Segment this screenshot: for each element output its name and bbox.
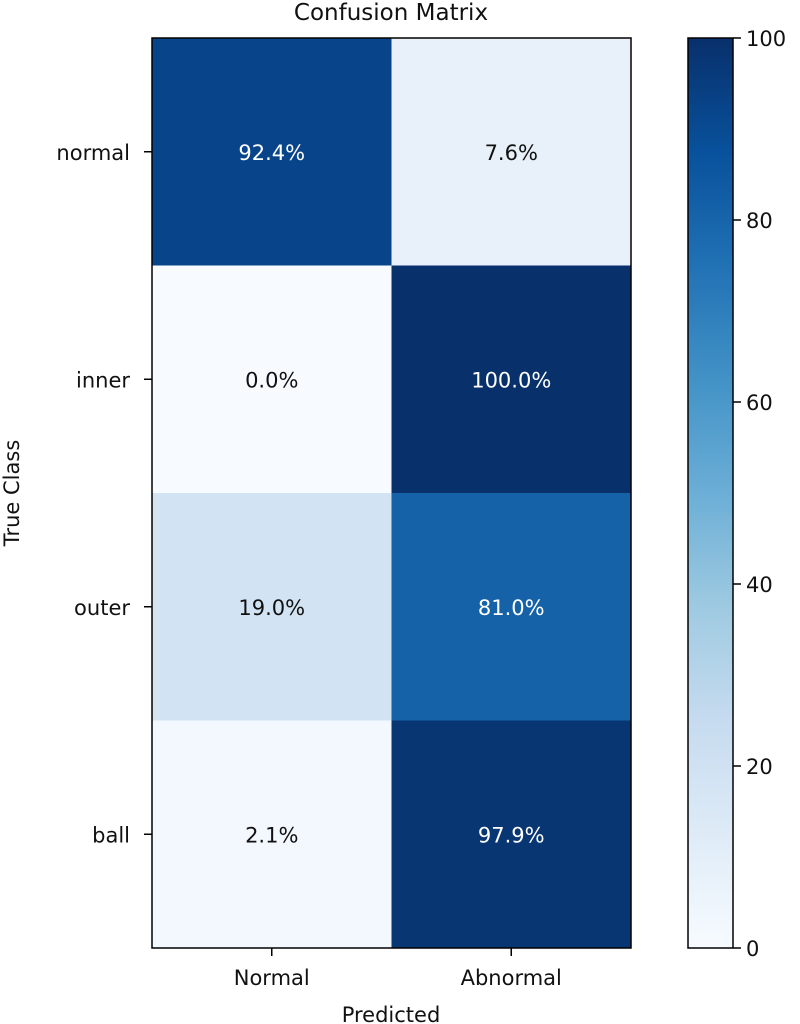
plot-frame — [151, 37, 632, 949]
heatmap-cell — [391, 493, 632, 721]
colorbar-tick-label: 60 — [746, 391, 773, 415]
cell-value-label: 92.4% — [238, 141, 305, 165]
y-tick-label: normal — [56, 141, 130, 165]
colorbar-ticks: 0 20 40 60 80 100 — [733, 27, 786, 961]
x-tick-label: Abnormal — [461, 966, 562, 990]
y-tick-label: ball — [92, 823, 130, 847]
cell-value-label: 7.6% — [485, 141, 538, 165]
cell-value-label: 2.1% — [245, 823, 298, 847]
heatmap-cell — [152, 265, 392, 494]
cell-value-label: 100.0% — [471, 368, 551, 392]
cell-value-label: 97.9% — [478, 823, 545, 847]
heatmap-cell — [152, 720, 392, 949]
heatmap-cell — [391, 38, 632, 266]
heatmap-cell — [152, 493, 392, 721]
colorbar-tick-label: 80 — [746, 209, 773, 233]
y-tick-label: outer — [74, 596, 130, 620]
heatmap-cell-labels: 92.4% 7.6% 0.0% 100.0% 19.0% 81.0% 2.1% 97.9% — [238, 141, 551, 848]
x-tick-label: Normal — [234, 966, 310, 990]
cell-value-label: 0.0% — [245, 368, 298, 392]
colorbar — [687, 37, 734, 949]
heatmap-cell — [152, 38, 392, 266]
cell-value-label: 81.0% — [478, 596, 545, 620]
colorbar-tick-label: 40 — [746, 573, 773, 597]
colorbar-tick-label: 0 — [746, 937, 759, 961]
heatmap-cell — [391, 720, 632, 949]
colorbar-tick-label: 20 — [746, 755, 773, 779]
heatmap-cell — [391, 265, 632, 494]
y-tick-label: inner — [76, 368, 130, 392]
y-axis-label: True Class — [0, 440, 24, 548]
chart-title: Confusion Matrix — [294, 0, 488, 26]
heatmap-cells — [152, 38, 632, 949]
x-axis: Normal Abnormal — [234, 948, 562, 990]
y-axis: normal inner outer ball — [56, 141, 152, 847]
x-axis-label: Predicted — [342, 1003, 441, 1024]
cell-value-label: 19.0% — [238, 596, 305, 620]
colorbar-tick-label: 100 — [746, 27, 786, 51]
